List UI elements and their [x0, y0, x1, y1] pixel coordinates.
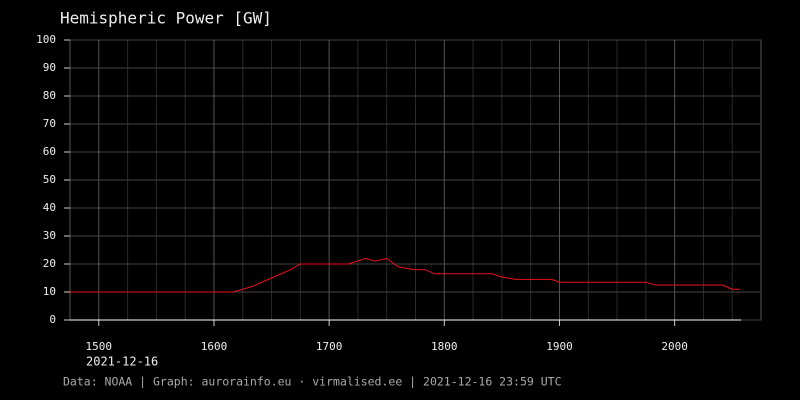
x-tick-label: 1600	[201, 340, 228, 353]
y-tick-label: 20	[43, 257, 56, 270]
y-tick-label: 30	[43, 229, 56, 242]
y-tick-label: 80	[43, 89, 56, 102]
y-tick-label: 90	[43, 61, 56, 74]
x-tick-label: 1900	[546, 340, 573, 353]
y-tick-label: 40	[43, 201, 56, 214]
y-tick-label: 10	[43, 285, 56, 298]
y-tick-label: 70	[43, 117, 56, 130]
y-tick-label: 50	[43, 173, 56, 186]
date-label: 2021-12-16	[86, 355, 158, 369]
chart-title: Hemispheric Power [GW]	[60, 9, 272, 28]
y-tick-label: 60	[43, 145, 56, 158]
x-tick-label: 2000	[661, 340, 688, 353]
x-tick-label: 1800	[431, 340, 458, 353]
x-tick-label: 1700	[316, 340, 343, 353]
data-line	[70, 257, 740, 293]
y-tick-label: 0	[49, 313, 56, 326]
y-tick-label: 100	[36, 33, 56, 46]
footer: Data: NOAA | Graph: aurorainfo.eu · virm…	[63, 375, 562, 389]
x-tick-label: 1500	[86, 340, 113, 353]
